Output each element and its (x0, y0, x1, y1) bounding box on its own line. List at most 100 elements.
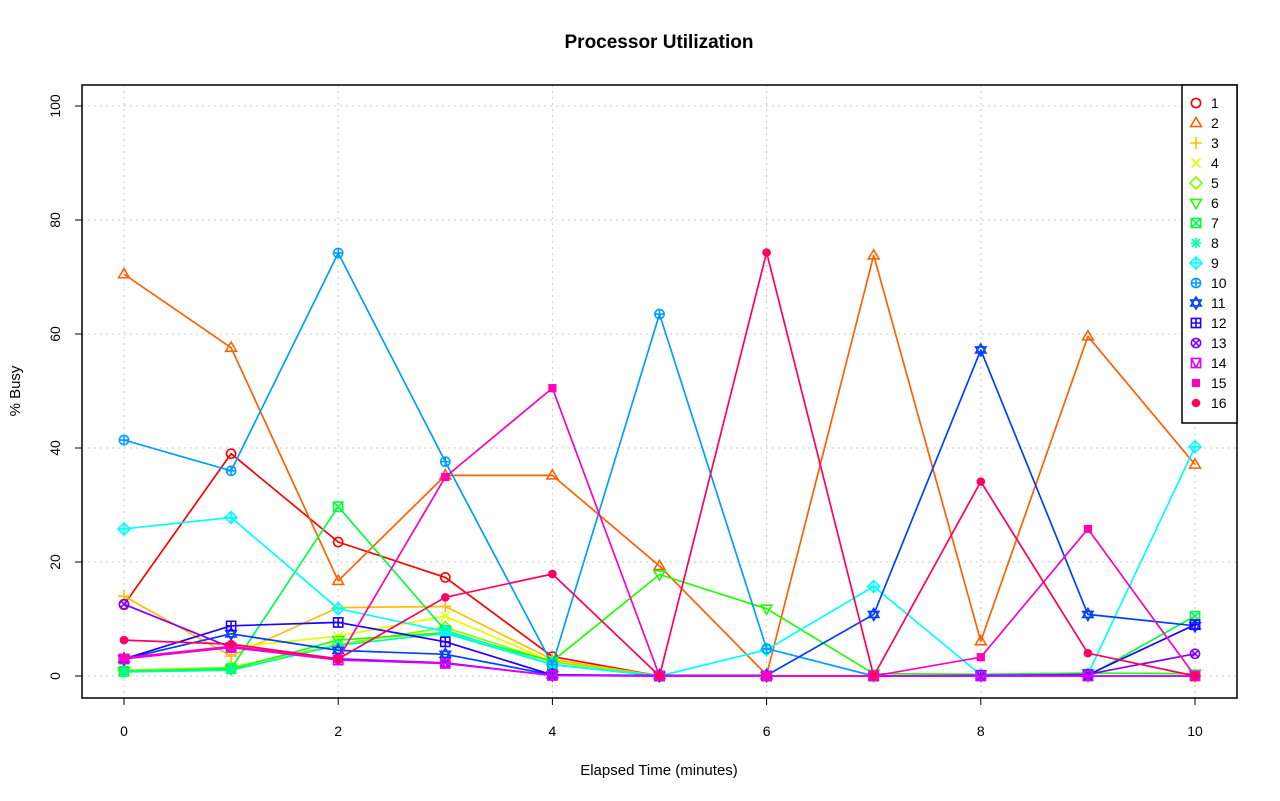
marker-shape (547, 670, 558, 681)
data-point-14 (1082, 670, 1094, 682)
series-line-15 (123, 387, 1196, 677)
y-tick-label: 40 (47, 440, 63, 456)
series-group (116, 247, 1203, 684)
legend-label-2: 2 (1211, 115, 1219, 131)
legend-item-15: 15 (1191, 375, 1227, 391)
legend-item-16: 16 (1191, 395, 1227, 411)
data-point-2 (224, 340, 238, 353)
legend-label-11: 11 (1211, 295, 1226, 311)
marker-shape (976, 477, 986, 486)
marker-shape (974, 342, 988, 358)
marker-shape (866, 579, 881, 594)
legend-label-6: 6 (1211, 195, 1219, 211)
data-point-16 (1083, 648, 1093, 658)
data-point-11 (1081, 606, 1095, 623)
marker-shape (1190, 97, 1202, 109)
marker-shape (759, 604, 774, 616)
legend-item-13: 13 (1190, 335, 1227, 351)
data-point-8 (119, 667, 129, 678)
marker-shape (225, 620, 237, 632)
y-tick-label: 20 (47, 554, 63, 570)
series-line-11 (123, 349, 1196, 677)
data-point-2 (331, 573, 345, 586)
marker-shape (762, 248, 771, 257)
marker-shape (1187, 439, 1203, 454)
legend-marker-15 (1191, 378, 1201, 388)
legend-label-16: 16 (1211, 395, 1227, 411)
legend-marker-3 (1190, 137, 1202, 149)
data-point-16 (976, 477, 986, 486)
data-point-16 (333, 654, 343, 664)
marker-shape (1188, 457, 1202, 469)
data-point-15 (976, 653, 985, 662)
marker-shape (119, 667, 129, 678)
marker-shape (1188, 255, 1204, 271)
legend-marker-14 (1190, 357, 1202, 369)
marker-shape (1191, 378, 1201, 388)
data-point-2 (974, 634, 988, 646)
marker-shape (332, 536, 344, 548)
data-point-3 (118, 590, 130, 603)
marker-shape (869, 671, 879, 681)
marker-shape (117, 266, 131, 279)
legend-item-5: 5 (1188, 175, 1219, 191)
data-point-16 (119, 635, 129, 645)
marker-shape (119, 635, 129, 645)
marker-shape (867, 606, 881, 623)
legend-marker-1 (1190, 97, 1202, 109)
marker-shape (440, 611, 451, 622)
data-point-16 (869, 671, 879, 681)
marker-shape (1081, 606, 1095, 623)
y-tick-label: 60 (47, 326, 63, 342)
data-point-15 (441, 472, 450, 482)
legend-marker-5 (1188, 175, 1204, 191)
data-point-2 (652, 558, 667, 571)
marker-shape (1083, 648, 1093, 658)
y-tick-label: 80 (47, 212, 63, 228)
data-point-2 (545, 468, 560, 480)
marker-shape (116, 521, 132, 537)
series-line-7 (123, 505, 1196, 677)
marker-shape (1190, 157, 1202, 169)
marker-shape (440, 457, 450, 467)
legend-item-4: 4 (1190, 155, 1219, 171)
legend-marker-8 (1191, 238, 1201, 248)
data-point-16 (655, 671, 664, 681)
marker-shape (652, 558, 667, 571)
marker-shape (439, 571, 451, 583)
marker-shape (224, 340, 238, 353)
legend-box (1181, 84, 1238, 424)
data-point-3 (439, 600, 452, 613)
data-point-12 (1189, 619, 1201, 631)
data-point-8 (226, 665, 237, 676)
data-point-12 (225, 620, 237, 632)
data-point-14 (547, 670, 558, 681)
legend-label-1: 1 (1211, 95, 1219, 111)
grid (82, 85, 1237, 698)
data-point-12 (332, 617, 344, 628)
data-point-2 (1081, 329, 1095, 341)
chart-title: Processor Utilization (565, 32, 754, 53)
y-axis-label: % Busy (7, 365, 24, 416)
legend-label-7: 7 (1211, 215, 1219, 231)
legend-marker-4 (1190, 157, 1202, 169)
series-10 (118, 247, 1201, 682)
marker-shape (1189, 295, 1203, 311)
series-11 (117, 342, 1202, 684)
data-point-10 (654, 308, 665, 320)
legend-label-8: 8 (1211, 235, 1219, 251)
legend-item-2: 2 (1189, 115, 1219, 131)
marker-shape (1190, 357, 1202, 369)
data-point-11 (974, 342, 988, 358)
data-point-11 (331, 642, 345, 658)
legend-marker-6 (1189, 198, 1203, 211)
marker-shape (1188, 175, 1204, 191)
data-point-15 (548, 384, 557, 393)
data-point-9 (116, 521, 132, 537)
marker-shape (1190, 317, 1202, 329)
marker-shape (331, 601, 346, 616)
legend-label-4: 4 (1211, 155, 1219, 171)
marker-shape (545, 468, 560, 480)
